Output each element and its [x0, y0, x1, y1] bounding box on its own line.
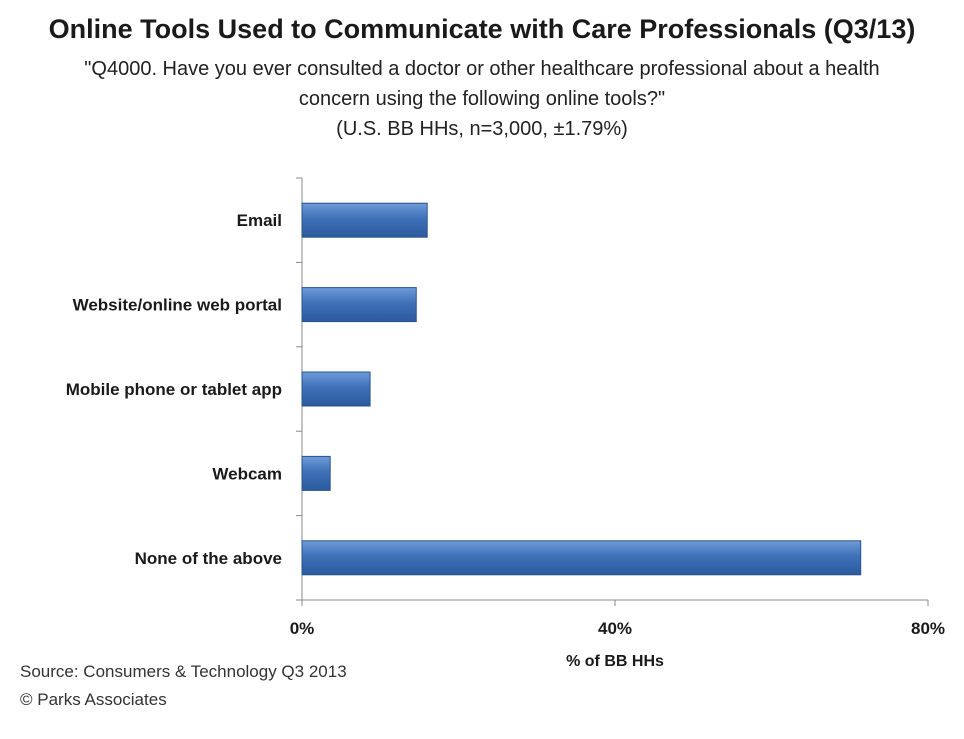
category-label: Website/online web portal	[73, 296, 282, 315]
copyright-line: © Parks Associates	[20, 690, 167, 709]
x-axis-title: % of BB HHs	[566, 653, 664, 670]
x-tick-label: 0%	[290, 619, 315, 638]
bar	[301, 540, 862, 576]
source-line: Source: Consumers & Technology Q3 2013	[20, 662, 347, 681]
category-label: Mobile phone or tablet app	[66, 380, 282, 399]
bar	[301, 287, 417, 323]
sample-note: (U.S. BB HHs, n=3,000, ±1.79%)	[336, 118, 628, 140]
bar	[301, 455, 331, 491]
category-label: None of the above	[135, 549, 282, 568]
source-note: Source: Consumers & Technology Q3 2013 ©…	[20, 658, 347, 714]
bar	[301, 202, 428, 238]
category-label: Email	[237, 211, 282, 230]
bar	[301, 371, 371, 407]
x-tick-label: 40%	[598, 619, 632, 638]
chart-subtitle: "Q4000. Have you ever consulted a doctor…	[84, 58, 880, 110]
chart-title: Online Tools Used to Communicate with Ca…	[48, 14, 916, 44]
category-label: Webcam	[212, 464, 282, 483]
x-tick-label: 80%	[911, 619, 945, 638]
